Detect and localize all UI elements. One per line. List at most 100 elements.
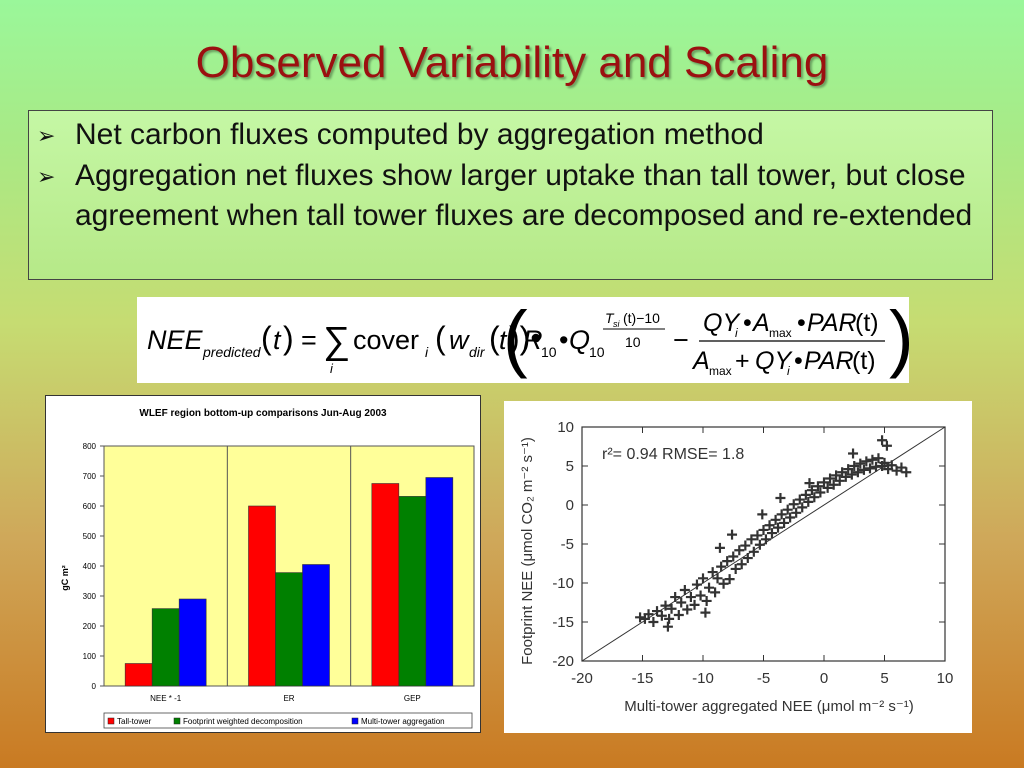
formula-exp-tail: (t)−10 — [623, 310, 660, 326]
scatter-point — [858, 464, 869, 475]
scatter-point — [727, 529, 738, 540]
scatter-y-tick-label: 5 — [566, 458, 574, 475]
scatter-y-tick-label: -10 — [552, 575, 574, 592]
scatter-point — [782, 504, 793, 515]
bar-y-tick-label: 200 — [83, 622, 97, 631]
scatter-point — [806, 485, 817, 496]
scatter-point — [758, 524, 769, 535]
formula-w-sub: dir — [469, 344, 486, 360]
bar-legend-swatch — [173, 717, 181, 725]
scatter-point — [873, 453, 884, 464]
scatter-point — [710, 587, 721, 598]
bar-y-tick-label: 700 — [83, 472, 97, 481]
bar-chart-title: WLEF region bottom-up comparisons Jun-Au… — [139, 408, 387, 419]
bullet-item: ➢ Net carbon fluxes computed by aggregat… — [37, 115, 982, 156]
scatter-point — [752, 530, 763, 541]
formula-dot: • — [794, 347, 803, 375]
scatter-point — [825, 473, 836, 484]
formula-par-args: (t) — [855, 309, 879, 337]
scatter-point — [652, 606, 663, 617]
formula-w: w — [449, 325, 470, 355]
scatter-point — [834, 475, 845, 486]
formula-r-sub: 10 — [541, 344, 557, 360]
scatter-point — [742, 553, 753, 564]
bullet-text: Net carbon fluxes computed by aggregatio… — [75, 118, 764, 151]
scatter-point — [896, 462, 907, 473]
formula-t: t — [273, 325, 282, 355]
bar-y-tick-label: 100 — [83, 652, 97, 661]
bar-category-label: ER — [283, 694, 294, 703]
scatter-point — [682, 604, 693, 615]
bar — [275, 572, 303, 687]
scatter-point — [689, 599, 700, 610]
bar — [425, 477, 454, 687]
scatter-point — [819, 477, 829, 488]
scatter-point — [855, 458, 866, 469]
bar-y-tick-label: 600 — [83, 502, 97, 511]
scatter-point — [901, 467, 912, 478]
formula-par2-args: (t) — [852, 347, 876, 375]
scatter-point — [770, 514, 781, 525]
formula-qy2: QY — [755, 347, 793, 375]
formula-t2: t — [499, 325, 508, 355]
scatter-x-tick-label: -10 — [692, 670, 714, 687]
slide-title: Observed Variability and Scaling — [195, 38, 829, 87]
formula-paren: ))• — [509, 320, 542, 356]
scatter-point — [848, 448, 859, 459]
scatter-point — [670, 592, 681, 603]
scatter-chart-panel: -20 -15 -10 -5 0 5 10 -20 -15 -10 -5 0 5 10 r²= 0.94 … — [504, 401, 972, 733]
formula-q-sub: 10 — [589, 344, 605, 360]
formula-qy: QY — [703, 309, 741, 337]
formula-nee: NEE — [147, 325, 204, 355]
scatter-point — [698, 573, 708, 584]
formula-dot: • — [743, 309, 752, 337]
bar-legend-label: Tall-tower — [117, 717, 152, 726]
scatter-point — [812, 481, 823, 492]
scatter-point — [664, 613, 675, 624]
formula-plus: + — [735, 347, 750, 375]
bar — [151, 608, 180, 687]
scatter-point — [722, 556, 733, 567]
formula-paren: ( — [435, 320, 446, 356]
formula-dot: • — [797, 309, 806, 337]
scatter-point — [666, 603, 677, 614]
scatter-point — [724, 574, 735, 585]
arrow-bullet-icon: ➢ — [37, 164, 56, 189]
scatter-x-tick-label: 10 — [937, 670, 954, 687]
bar-y-tick-label: 800 — [83, 442, 97, 451]
bar-chart-ylabel: gC m² — [60, 565, 70, 591]
formula-cover: cover — [353, 325, 419, 355]
scatter-point — [728, 551, 739, 562]
bullet-text: Aggregation net fluxes show larger uptak… — [75, 159, 973, 232]
formula-exp-den: 10 — [625, 334, 641, 350]
scatter-point — [788, 499, 799, 510]
scatter-point — [861, 456, 872, 467]
formula-nee-sub: predicted — [202, 344, 262, 360]
scatter-chart-svg: -20 -15 -10 -5 0 5 10 -20 -15 -10 -5 0 5 10 r²= 0.94 … — [519, 419, 954, 715]
bar-chart-panel: WLEF region bottom-up comparisons Jun-Au… — [45, 395, 481, 733]
formula-big-paren-close: ) — [889, 297, 909, 379]
scatter-point — [849, 461, 860, 471]
formula-sum-index: i — [330, 361, 334, 376]
scatter-point — [879, 457, 890, 468]
scatter-point — [707, 567, 718, 578]
scatter-point — [766, 528, 777, 539]
scatter-point — [679, 585, 690, 596]
scatter-point — [773, 522, 784, 533]
formula-paren: ) — [283, 320, 294, 356]
scatter-point — [736, 559, 747, 570]
formula-qy2-sub: i — [787, 364, 790, 378]
bar-category-label: GEP — [404, 694, 421, 703]
formula-sigma: ∑ — [323, 320, 350, 362]
formula-q: Q — [569, 325, 590, 355]
scatter-point — [779, 517, 790, 528]
bullet-item: ➢ Aggregation net fluxes show larger upt… — [37, 156, 982, 236]
scatter-point — [822, 482, 833, 493]
scatter-point — [746, 534, 757, 545]
scatter-point — [662, 621, 673, 632]
bar-chart-svg: WLEF region bottom-up comparisons Jun-Au… — [60, 408, 475, 729]
scatter-point — [714, 542, 725, 553]
scatter-point — [760, 534, 771, 545]
scatter-point — [635, 612, 646, 623]
formula-minus: − — [673, 325, 689, 355]
